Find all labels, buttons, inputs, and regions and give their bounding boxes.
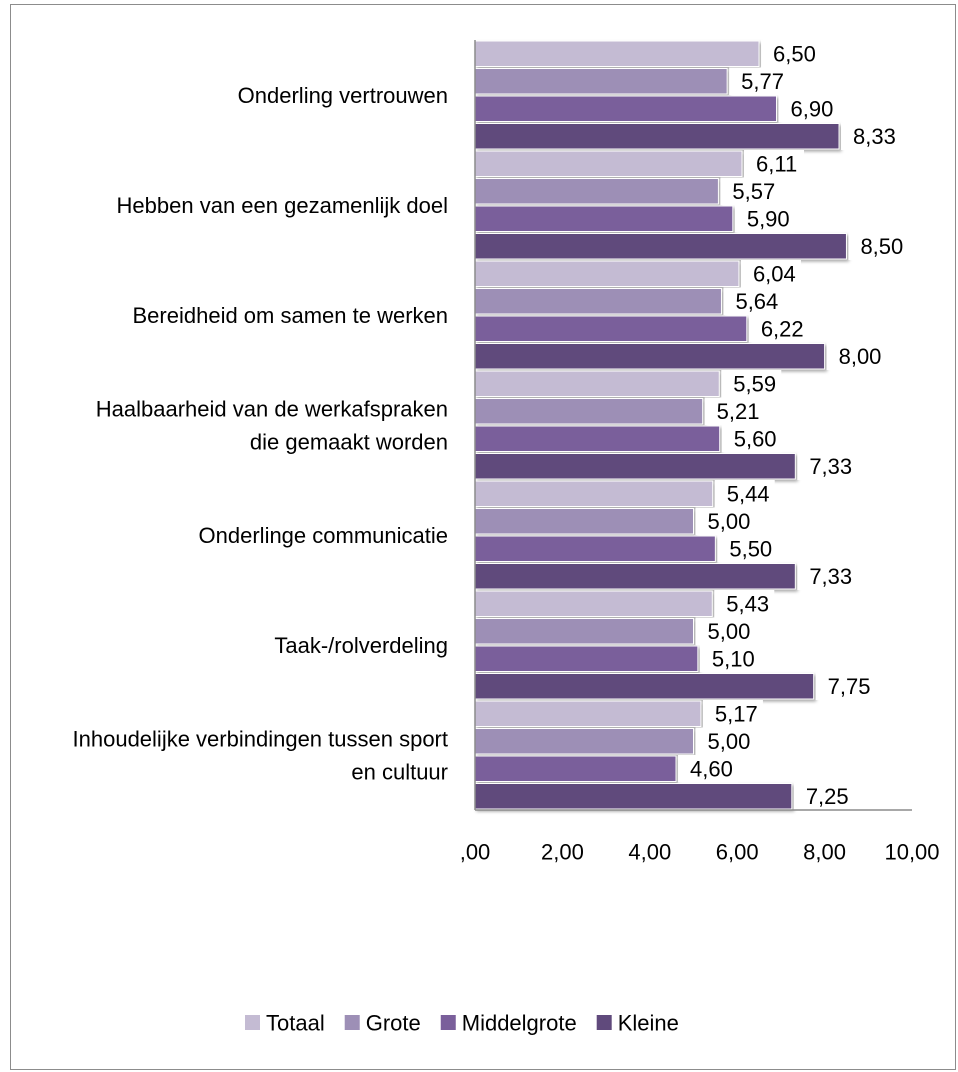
bar-middelgrote (475, 756, 676, 782)
value-label: 6,50 (773, 41, 816, 66)
bar-middelgrote (475, 316, 747, 342)
bar-middelgrote (475, 536, 715, 562)
value-label: 5,21 (717, 399, 760, 424)
value-label: 7,33 (809, 564, 852, 589)
legend-swatch-totaal (245, 1015, 260, 1030)
category-label: Haalbaarheid van de werkafspraken die gem… (96, 396, 448, 454)
legend: Totaal Grote Middelgrote Kleine (245, 1011, 679, 1036)
value-label: 5,77 (741, 69, 784, 94)
bar-totaal (475, 261, 739, 287)
value-label: 5,59 (733, 371, 776, 396)
bar-totaal (475, 371, 719, 397)
value-label: 5,00 (708, 619, 751, 644)
value-label: 5,44 (727, 481, 770, 506)
bar-kleine (475, 784, 792, 810)
bar-kleine (475, 564, 795, 590)
value-label: 6,90 (791, 96, 834, 121)
category-label: Taak-/rolverdeling (274, 633, 448, 658)
legend-swatch-kleine (597, 1015, 612, 1030)
value-label: 5,00 (708, 729, 751, 754)
x-tick-label: ,00 (460, 840, 491, 865)
x-tick-label: 4,00 (628, 840, 671, 865)
value-label: 8,33 (853, 124, 896, 149)
bar-totaal (475, 591, 712, 617)
legend-label-grote: Grote (366, 1011, 421, 1036)
value-label: 5,17 (715, 701, 758, 726)
x-tick-label: 6,00 (716, 840, 759, 865)
bar-grote (475, 509, 694, 535)
legend-swatch-middelgrote (441, 1015, 456, 1030)
category-labels-layer: Onderling vertrouwen Hebben van een gezam… (73, 83, 448, 785)
bar-middelgrote (475, 206, 733, 232)
value-label: 4,60 (690, 756, 733, 781)
value-label: 7,33 (809, 454, 852, 479)
legend-label-middelgrote: Middelgrote (462, 1011, 577, 1036)
bar-grote (475, 619, 694, 645)
bar-grote (475, 399, 703, 425)
bar-middelgrote (475, 426, 720, 452)
value-label: 5,43 (726, 591, 769, 616)
value-label: 8,00 (839, 344, 882, 369)
value-label: 5,57 (732, 179, 775, 204)
legend-label-kleine: Kleine (618, 1011, 679, 1036)
value-label: 6,11 (756, 151, 797, 176)
x-tick-label: 8,00 (803, 840, 846, 865)
bar-middelgrote (475, 646, 698, 672)
value-label: 5,60 (734, 426, 777, 451)
value-label: 7,25 (806, 784, 849, 809)
bar-grote (475, 729, 694, 755)
value-label: 5,50 (729, 536, 772, 561)
bar-grote (475, 289, 721, 315)
category-label: Bereidheid om samen te werken (133, 303, 449, 328)
category-label: Onderlinge communicatie (199, 523, 448, 548)
bar-totaal (475, 151, 742, 177)
bar-kleine (475, 234, 846, 260)
bar-totaal (475, 41, 759, 67)
x-tick-label: 2,00 (541, 840, 584, 865)
category-label: Onderling vertrouwen (238, 83, 448, 108)
legend-label-totaal: Totaal (266, 1011, 325, 1036)
bar-kleine (475, 344, 825, 370)
category-label: Hebben van een gezamenlijk doel (117, 193, 448, 218)
x-tick-label: 10,00 (884, 840, 939, 865)
value-label: 6,04 (753, 261, 796, 286)
bar-grote (475, 179, 718, 205)
bar-totaal (475, 481, 713, 507)
bar-kleine (475, 674, 814, 700)
value-label: 5,90 (747, 206, 790, 231)
value-label: 5,10 (712, 646, 755, 671)
value-label: 5,00 (708, 509, 751, 534)
bar-kleine (475, 454, 795, 480)
bar-grote (475, 69, 727, 95)
value-label: 5,64 (735, 289, 778, 314)
legend-swatch-grote (345, 1015, 360, 1030)
category-label: Inhoudelijke verbindingen tussen sport en… (73, 726, 448, 784)
bar-kleine (475, 124, 839, 150)
bar-middelgrote (475, 96, 777, 122)
bar-totaal (475, 701, 701, 727)
value-label: 7,75 (828, 674, 871, 699)
value-label: 8,50 (860, 234, 903, 259)
value-label: 6,22 (761, 316, 804, 341)
